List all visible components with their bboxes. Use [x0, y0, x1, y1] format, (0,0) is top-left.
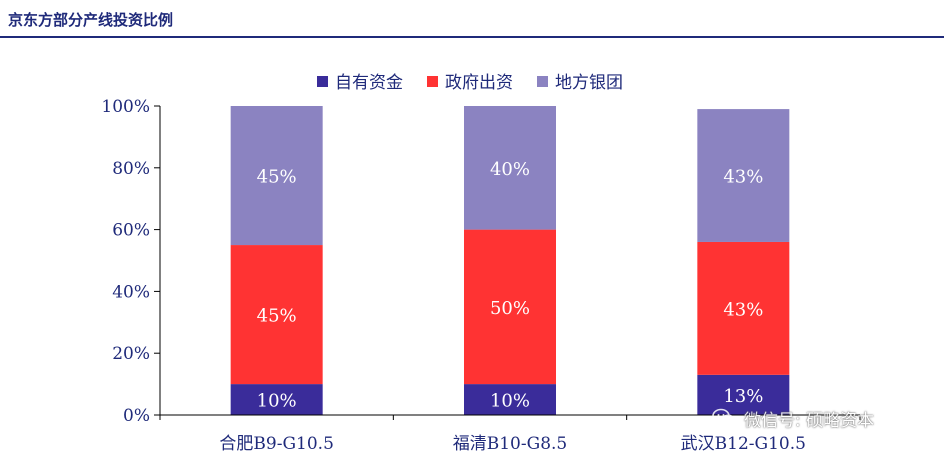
data-label: 10% — [490, 391, 530, 412]
bar-segment — [697, 109, 790, 242]
page-title: 京东方部分产线投资比例 — [8, 11, 174, 29]
data-label: 13% — [723, 386, 763, 407]
legend-label: 地方银团 — [555, 73, 623, 93]
bar-segment — [464, 229, 556, 385]
data-label: 10% — [257, 391, 297, 412]
bar-segment — [697, 241, 790, 375]
y-tick-label: 20% — [112, 344, 150, 364]
y-axis: 0% 20% 40% 60% 80% 100% — [101, 97, 161, 426]
bar-segment — [230, 384, 323, 415]
x-tick-label: 武汉B12-G10.5 — [681, 434, 806, 454]
bar-segment — [464, 106, 556, 230]
bar-segment — [697, 374, 790, 415]
legend-swatch — [317, 76, 328, 87]
data-label: 43% — [723, 299, 763, 320]
y-tick-label: 40% — [112, 282, 150, 302]
y-tick-label: 100% — [101, 97, 150, 117]
data-label: 45% — [257, 167, 297, 188]
bar-segment — [230, 245, 323, 385]
data-label: 40% — [490, 159, 530, 180]
legend-label: 政府出资 — [445, 73, 513, 93]
data-label: 43% — [723, 167, 763, 188]
legend-label: 自有资金 — [335, 73, 403, 93]
title-divider — [0, 36, 944, 38]
watermark: 微信号: 硕略资本 — [712, 404, 874, 432]
header: 京东方部分产线投资比例 — [0, 0, 944, 38]
data-label: 45% — [257, 306, 297, 327]
wechat-icon — [712, 408, 736, 427]
data-label: 50% — [490, 298, 530, 319]
bar-segment — [230, 106, 323, 246]
chart-legend: 自有资金 政府出资 地方银团 — [317, 73, 623, 93]
x-tick-label: 福清B10-G8.5 — [453, 434, 567, 454]
legend-swatch — [427, 76, 438, 87]
x-axis: 合肥B9-G10.5 福清B10-G8.5 武汉B12-G10.5 — [159, 414, 861, 454]
y-tick-label: 80% — [112, 159, 150, 179]
legend-swatch — [537, 76, 548, 87]
y-tick-label: 0% — [123, 406, 150, 426]
x-tick-label: 合肥B9-G10.5 — [219, 434, 333, 454]
bars: 10% 45% 45% 10% 50% 40% 13% 43% 43% — [230, 106, 790, 415]
y-tick-label: 60% — [112, 221, 150, 241]
bar-segment — [464, 384, 556, 415]
watermark-text: 微信号: 硕略资本 — [744, 410, 875, 431]
